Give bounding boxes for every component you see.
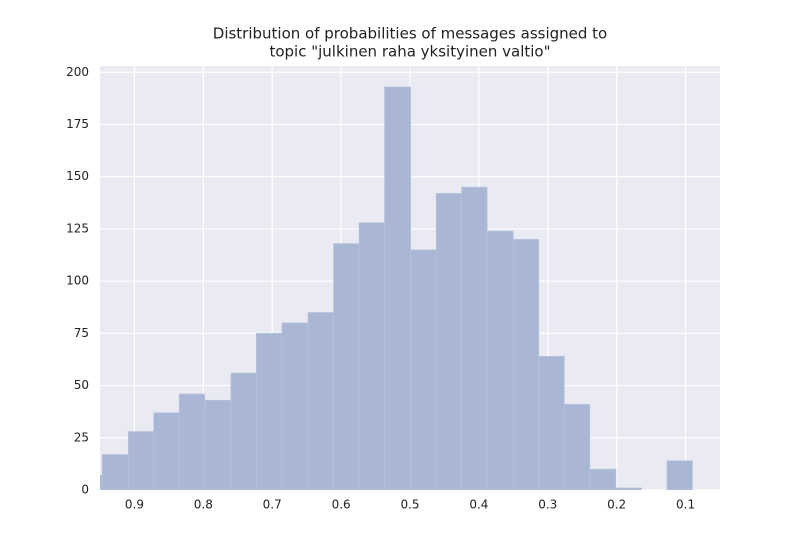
x-tick-label: 0.5 (400, 498, 419, 512)
bars (100, 86, 693, 490)
bar (178, 393, 206, 490)
chart-title: Distribution of probabilities of message… (213, 25, 607, 43)
bar (127, 431, 155, 490)
y-tick-label: 0 (81, 483, 89, 497)
x-tick-label: 0.2 (607, 498, 626, 512)
y-tick-label: 200 (66, 65, 89, 79)
bar (333, 243, 360, 490)
x-tick-label: 0.9 (125, 498, 144, 512)
bar (204, 399, 232, 490)
y-tick-label: 125 (66, 221, 89, 235)
bar (358, 222, 385, 490)
bar (564, 404, 591, 490)
bar (153, 412, 180, 490)
bar (410, 249, 437, 490)
y-tick-label: 100 (66, 274, 89, 288)
bar (281, 322, 309, 490)
bar (589, 468, 617, 490)
y-tick-label: 50 (74, 378, 89, 392)
y-tick-label: 75 (74, 326, 89, 340)
chart-title: topic "julkinen raha yksityinen valtio" (269, 43, 550, 61)
bar (101, 454, 129, 490)
bar (513, 239, 540, 490)
bar (435, 193, 462, 490)
bar (615, 487, 642, 490)
x-tick-label: 0.8 (194, 498, 213, 512)
bar (384, 86, 411, 490)
bar (256, 333, 283, 490)
x-tick-label: 0.7 (263, 498, 282, 512)
y-tick-label: 150 (66, 169, 89, 183)
bar (230, 372, 257, 490)
x-tick-label: 0.6 (332, 498, 351, 512)
tick-labels: 0 25 50 75 100 125 150 175 200 0.9 0.8 0.7 0.6 0.5 0.4… (66, 65, 695, 512)
bar (666, 460, 693, 490)
bar (486, 230, 514, 490)
y-tick-label: 175 (66, 117, 89, 131)
bar (307, 312, 334, 490)
x-tick-label: 0.1 (676, 498, 695, 512)
x-tick-label: 0.4 (469, 498, 488, 512)
y-tick-label: 25 (74, 430, 89, 444)
bar (538, 356, 565, 490)
x-tick-label: 0.3 (538, 498, 557, 512)
bar (461, 186, 488, 490)
